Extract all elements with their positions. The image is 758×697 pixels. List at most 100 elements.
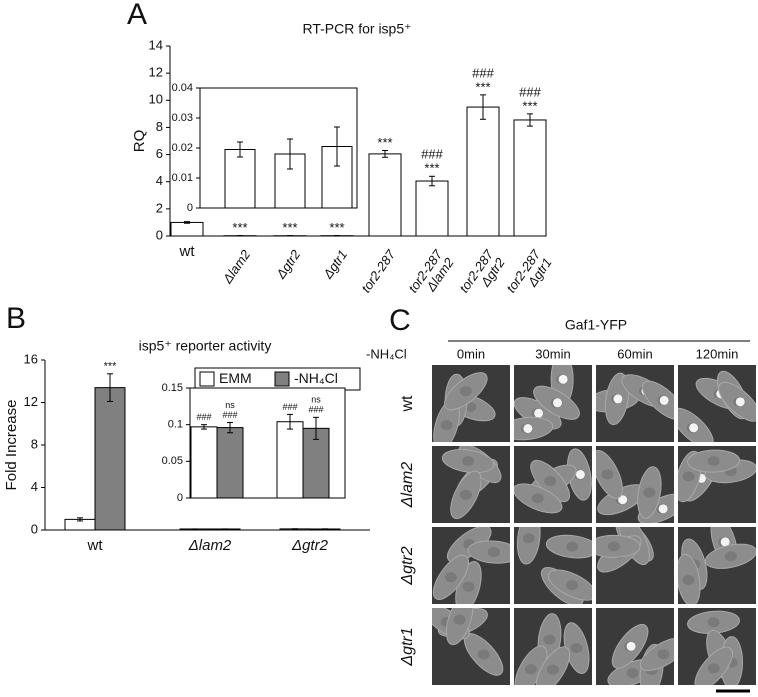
y-axis-label: RQ — [131, 130, 148, 153]
x-tick-label: Δlam2 — [188, 537, 232, 554]
y-tick-label: 0 — [187, 202, 193, 214]
nucleus — [477, 649, 490, 660]
legend-label: EMM — [219, 370, 252, 386]
cells — [432, 608, 504, 676]
nuclear-spot — [720, 537, 730, 547]
cells — [441, 446, 502, 520]
micrograph-image — [678, 446, 756, 523]
column-label: 30min — [535, 346, 570, 361]
significance-label: ns — [311, 395, 321, 405]
y-tick-label: 10 — [149, 92, 163, 107]
y-tick-label: 0.1 — [168, 419, 183, 431]
significance-label: *** — [232, 220, 247, 235]
column-label: 120min — [696, 346, 739, 361]
nuclear-spot — [558, 374, 568, 384]
nucleus — [707, 617, 720, 628]
bar — [513, 119, 547, 237]
cells — [596, 527, 654, 573]
significance-label: ### — [472, 65, 494, 80]
nucleus — [724, 551, 737, 562]
y-tick-label: 0.01 — [172, 172, 193, 184]
nucleus — [459, 386, 472, 397]
bar — [274, 153, 306, 209]
nucleus — [544, 476, 557, 487]
cells — [432, 527, 510, 604]
significance-label: *** — [522, 98, 537, 113]
y-tick-label: 12 — [149, 65, 163, 80]
nucleus — [570, 643, 583, 654]
nuclear-spot — [553, 398, 563, 408]
y-tick-label: 2 — [156, 200, 163, 215]
micrograph-image — [596, 608, 674, 685]
bar — [415, 180, 449, 237]
row-label: Δgtr2 — [399, 546, 416, 585]
nuclear-spot — [659, 395, 669, 405]
micrograph-image — [514, 527, 592, 604]
y-tick-label: 0 — [31, 521, 38, 536]
micrograph-image — [514, 446, 592, 523]
y-tick-label: 12 — [24, 394, 38, 409]
nuclear-spot — [534, 408, 544, 418]
y-tick-label: 0.02 — [172, 142, 193, 154]
row-label: Δlam2 — [399, 462, 416, 509]
significance-label: *** — [329, 220, 344, 235]
micrograph-image — [432, 527, 510, 604]
x-tick-label: wt — [179, 243, 196, 260]
significance-label: ### — [308, 405, 323, 415]
micrograph-image — [432, 608, 510, 685]
y-tick-label: 0.04 — [172, 82, 193, 94]
bar — [224, 149, 256, 209]
row-label: Δgtr1 — [399, 627, 416, 666]
y-tick-label: 0 — [177, 492, 183, 504]
bar — [190, 426, 218, 499]
micrograph-image — [678, 608, 756, 685]
micrograph-image — [514, 365, 592, 442]
nucleus — [453, 614, 466, 625]
nucleus — [444, 572, 457, 583]
chart-title: isp5⁺ reporter activity — [139, 338, 272, 354]
x-tick-label: tor2-287 — [358, 246, 399, 295]
nuclear-spot — [626, 641, 636, 651]
significance-label: ns — [225, 400, 235, 410]
y-axis-label: Fold Increase — [3, 400, 20, 491]
micrograph-image — [432, 365, 510, 442]
significance-label: *** — [282, 220, 297, 235]
cells — [516, 527, 592, 604]
cells — [433, 372, 496, 442]
micrograph-image — [596, 446, 674, 523]
nucleus — [440, 420, 453, 431]
cells — [596, 450, 674, 523]
legend-swatch — [199, 371, 215, 387]
column-label: 0min — [457, 346, 485, 361]
nucleus — [707, 456, 720, 467]
micrograph-title: Gaf1-YFP — [565, 317, 627, 333]
micrograph-image — [596, 365, 674, 442]
nucleus — [543, 634, 556, 645]
nucleus — [462, 456, 475, 467]
bar — [94, 387, 126, 531]
y-tick-label: 8 — [156, 119, 163, 134]
cells — [607, 623, 674, 685]
chart-title: RT-PCR for isp5⁺ — [302, 21, 411, 37]
nucleus — [462, 581, 475, 592]
significance-label: *** — [104, 361, 118, 373]
nucleus — [682, 471, 695, 482]
y-tick-label: 0 — [156, 227, 163, 242]
y-tick-label: 6 — [156, 146, 163, 161]
y-tick-label: 4 — [31, 479, 38, 494]
micrograph-image — [596, 527, 674, 604]
x-tick-label: Δlam2 — [219, 246, 253, 286]
x-tick-label: Δgtr1 — [320, 247, 351, 282]
cells — [678, 370, 756, 442]
cells — [687, 610, 744, 685]
cells — [514, 448, 592, 514]
y-tick-label: 0.15 — [162, 382, 183, 394]
panel-label: A — [127, 0, 147, 31]
panel-label: B — [6, 302, 26, 335]
nucleus — [643, 487, 656, 498]
nucleus — [487, 547, 500, 558]
bar — [302, 427, 330, 499]
cells — [514, 613, 590, 685]
condition-label: -NH₄Cl — [366, 346, 407, 361]
